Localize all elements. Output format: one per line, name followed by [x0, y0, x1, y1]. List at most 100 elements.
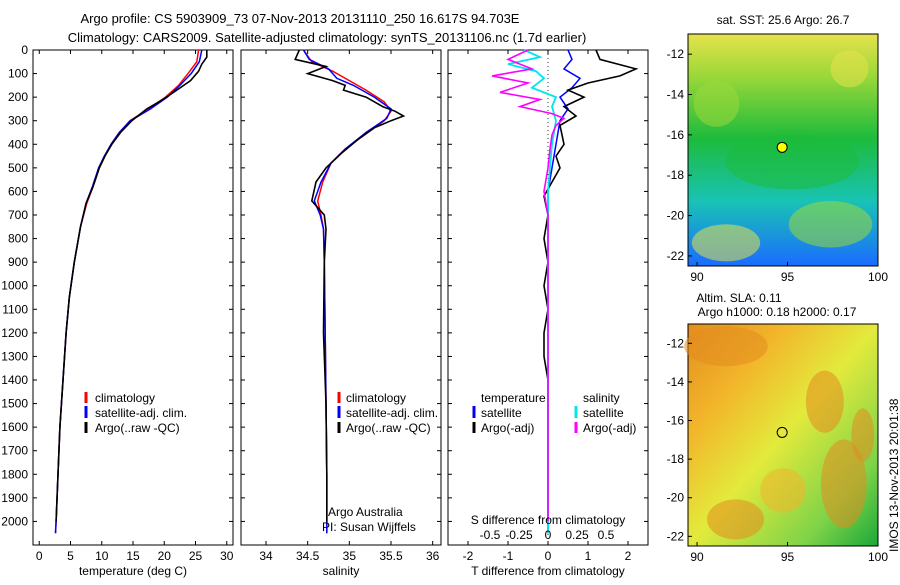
- difference-legend-s-argo: Argo(-adj): [583, 421, 636, 435]
- salinity-axes-frame: [240, 49, 442, 546]
- sst-xtick-label: 90: [690, 270, 704, 284]
- sla-map-title-line1: Altim. SLA: 0.11: [696, 291, 781, 305]
- sst-argo-position-marker: [776, 141, 788, 153]
- depth-ytick-label: 100: [8, 67, 28, 81]
- figure-title-line1: Argo profile: CS 5903909_73 07-Nov-2013 …: [81, 11, 520, 26]
- depth-ytick-label: 300: [8, 114, 28, 128]
- sla-ytick-label: -16: [667, 414, 685, 428]
- temperature-xtick-label: 25: [189, 549, 203, 563]
- sst-map-panel: sat. SST: 25.6 Argo: 26.7 90 95 100 -12 -14…: [667, 13, 889, 284]
- difference-legend-temperature-heading: temperature: [481, 391, 546, 405]
- difference-top-xtick-label: 0.25: [565, 528, 589, 542]
- temperature-xtick-label: 15: [126, 549, 140, 563]
- difference-legend-s-satellite: satellite: [583, 406, 624, 420]
- sst-field-patch: [691, 224, 761, 262]
- salinity-legend-satellite: satellite-adj. clim.: [346, 406, 438, 420]
- temperature-xtick-label: 30: [220, 549, 234, 563]
- sst-ytick-label: -22: [667, 249, 685, 263]
- depth-ytick-label: 1900: [1, 491, 28, 505]
- temperature-legend-climatology: climatology: [95, 391, 155, 405]
- sla-map-panel: Altim. SLA: 0.11 Argo h1000: 0.18 h2000:…: [667, 291, 889, 564]
- depth-ytick-label: 1400: [1, 373, 28, 387]
- salinity-annotation-line2: PI: Susan Wijffels: [322, 520, 416, 534]
- sla-field-patch: [684, 326, 768, 367]
- temperature-xtick-label: 0: [36, 549, 43, 563]
- side-stamp: IMOS 13-Nov-2013 20:01:38: [887, 398, 900, 552]
- salinity-xtick-label: 35.5: [379, 549, 403, 563]
- depth-ytick-label: 1000: [1, 279, 28, 293]
- side-stamp-container: IMOS 13-Nov-2013 20:01:38: [887, 300, 900, 560]
- temperature-axes-frame: [32, 49, 234, 546]
- sst-field-patch: [788, 201, 873, 248]
- sst-ytick-label: -20: [667, 209, 685, 223]
- depth-ytick-label: 600: [8, 184, 28, 198]
- depth-ytick-label: 1600: [1, 420, 28, 434]
- difference-xlabel-top: S difference from climatology: [471, 513, 626, 527]
- difference-xtick-label: -2: [463, 549, 474, 563]
- salinity-xlabel: salinity: [323, 564, 360, 578]
- salinity-xtick-label: 34: [259, 549, 273, 563]
- difference-xlabel: T difference from climatology: [471, 564, 625, 578]
- sst-ytick-label: -14: [667, 88, 685, 102]
- depth-ytick-label: 400: [8, 137, 28, 151]
- sla-xtick-label: 100: [868, 550, 888, 564]
- depth-ytick-label: 200: [8, 90, 28, 104]
- salinity-annotation-line1: Argo Australia: [328, 505, 403, 519]
- sst-xtick-label: 95: [781, 270, 795, 284]
- temperature-xtick-label: 20: [158, 549, 172, 563]
- difference-series-3-line: [491, 49, 566, 522]
- difference-top-xtick-label: 0: [545, 528, 552, 542]
- difference-xtick-label: 0: [545, 549, 552, 563]
- sla-argo-position-marker: [776, 426, 788, 438]
- difference-legend-t-satellite: satellite: [481, 406, 522, 420]
- temperature-legend: climatology satellite-adj. clim. Argo(..…: [84, 391, 187, 435]
- sla-field-patch: [707, 499, 764, 540]
- sla-ytick-label: -12: [667, 336, 685, 350]
- sla-ytick-label: -20: [667, 491, 685, 505]
- depth-ytick-label: 1500: [1, 397, 28, 411]
- salinity-panel: 34 34.5 35 35.5 36 salinity climatology sate…: [240, 49, 442, 578]
- temperature-xtick-label: 5: [67, 549, 74, 563]
- salinity-xtick-label: 36: [426, 549, 440, 563]
- sla-ytick-label: -14: [667, 375, 685, 389]
- depth-ytick-label: 700: [8, 208, 28, 222]
- sla-field-patch: [821, 439, 867, 529]
- salinity-xtick-label: 34.5: [296, 549, 320, 563]
- sla-xtick-label: 90: [690, 550, 704, 564]
- sla-xtick-label: 95: [781, 550, 795, 564]
- figure-title-line2: Climatology: CARS2009. Satellite-adjuste…: [68, 30, 587, 45]
- difference-xtick-label: 2: [625, 549, 632, 563]
- sst-field-patch: [830, 50, 869, 88]
- difference-top-xtick-label: -0.25: [505, 528, 533, 542]
- depth-ytick-label: 0: [21, 43, 28, 57]
- depth-ytick-label: 1700: [1, 444, 28, 458]
- difference-xtick-label: -1: [503, 549, 514, 563]
- temperature-series-2-line: [55, 50, 208, 522]
- depth-ytick-label: 1800: [1, 467, 28, 481]
- salinity-series-2-line: [294, 49, 406, 522]
- difference-legend-salinity-heading: salinity: [583, 391, 620, 405]
- depth-ytick-label: 900: [8, 255, 28, 269]
- sla-field-patch: [805, 370, 844, 433]
- sla-map-title-line2: Argo h1000: 0.18 h2000: 0.17: [698, 305, 857, 319]
- difference-legend: temperature salinity satellite Argo(-adj…: [472, 391, 636, 435]
- sst-field-patch: [726, 133, 859, 190]
- depth-ytick-label: 800: [8, 232, 28, 246]
- salinity-legend-argo: Argo(..raw -QC): [346, 421, 431, 435]
- temperature-legend-argo: Argo(..raw -QC): [95, 421, 180, 435]
- temperature-panel: 0 5 10 15 20 25 30 0 100 200 300 400 500 600 700 800 90…: [1, 43, 233, 578]
- difference-panel: -2 -1 0 1 2 -0.5 -0.25 0 0.25 0.5 S difference fr…: [447, 49, 649, 578]
- depth-ytick-label: 1100: [2, 302, 28, 316]
- sla-field-patch: [760, 468, 806, 513]
- difference-xtick-label: 1: [585, 549, 592, 563]
- difference-top-xtick-label: -0.5: [480, 528, 501, 542]
- temperature-xtick-label: 10: [95, 549, 109, 563]
- salinity-legend-climatology: climatology: [346, 391, 406, 405]
- salinity-xtick-label: 35: [343, 549, 357, 563]
- sst-map-title: sat. SST: 25.6 Argo: 26.7: [717, 13, 850, 27]
- temperature-legend-satellite: satellite-adj. clim.: [95, 406, 187, 420]
- depth-ytick-label: 2000: [1, 514, 28, 528]
- sla-ytick-label: -18: [667, 452, 685, 466]
- difference-top-xtick-label: 0.5: [598, 528, 615, 542]
